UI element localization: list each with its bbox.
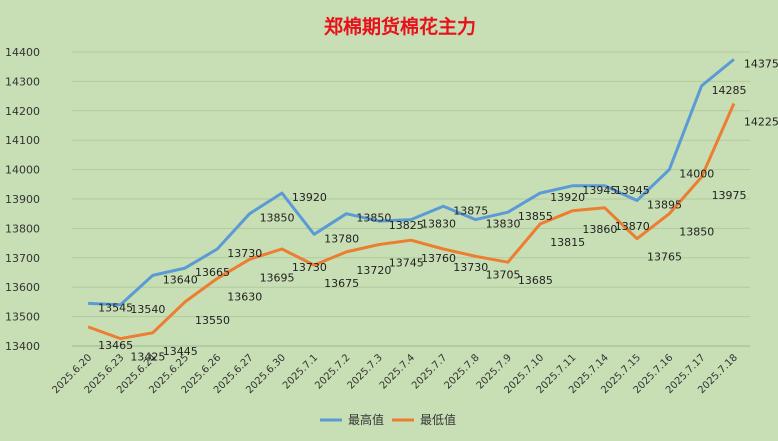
data-label: 13665 (195, 266, 230, 279)
data-label: 13445 (163, 345, 198, 358)
data-label: 13860 (582, 223, 617, 236)
legend: 最高值 最低值 (320, 412, 456, 427)
data-label: 14285 (712, 84, 747, 97)
data-label: 14000 (679, 168, 714, 181)
data-label: 13640 (163, 273, 198, 286)
data-label: 13850 (679, 226, 714, 239)
y-tick-label: 13800 (5, 222, 40, 235)
data-label: 13550 (195, 314, 230, 327)
data-label: 13765 (647, 251, 682, 264)
data-label: 13720 (356, 264, 391, 277)
data-label: 13945 (615, 184, 650, 197)
data-label: 13825 (389, 219, 424, 232)
data-label: 13675 (324, 277, 359, 290)
data-label: 13730 (453, 261, 488, 274)
data-label: 13895 (647, 198, 682, 211)
data-label: 13815 (550, 236, 585, 249)
series-lines (87, 58, 736, 341)
data-label: 13425 (130, 351, 165, 364)
data-label: 13745 (389, 257, 424, 270)
y-tick-label: 13600 (5, 281, 40, 294)
data-label: 14375 (744, 57, 778, 70)
y-tick-label: 13900 (5, 193, 40, 206)
y-axis: 13400 13500 13600 13700 13800 13900 14000 14100… (5, 46, 40, 353)
data-label: 13695 (260, 271, 295, 284)
data-label: 13855 (518, 210, 553, 223)
series-line-low (87, 102, 736, 341)
data-label: 13630 (227, 290, 262, 303)
data-label: 13830 (486, 218, 521, 231)
data-label: 13850 (356, 212, 391, 225)
data-label: 13850 (260, 212, 295, 225)
data-label: 13730 (292, 261, 327, 274)
chart-title: 郑棉期货棉花主力 (324, 15, 476, 38)
data-label: 13780 (324, 232, 359, 245)
y-tick-label: 14000 (5, 164, 40, 177)
data-label: 13685 (518, 274, 553, 287)
data-label: 14225 (744, 115, 778, 128)
data-label: 13975 (712, 189, 747, 202)
y-tick-label: 14300 (5, 75, 40, 88)
data-label: 13540 (130, 303, 165, 316)
data-label: 13465 (98, 339, 133, 352)
data-label: 13870 (615, 220, 650, 233)
data-label: 13920 (292, 191, 327, 204)
data-label: 13830 (421, 218, 456, 231)
data-label: 13945 (582, 184, 617, 197)
series-line-high (88, 58, 735, 307)
y-tick-label: 13400 (5, 340, 40, 353)
y-tick-label: 13700 (5, 252, 40, 265)
legend-label: 最低值 (420, 412, 456, 427)
data-label: 13545 (98, 301, 133, 314)
data-label: 13730 (227, 247, 262, 260)
data-label: 13875 (453, 204, 488, 217)
data-label: 13760 (421, 252, 456, 265)
y-tick-label: 14400 (5, 46, 40, 59)
y-tick-label: 13500 (5, 311, 40, 324)
legend-label: 最高值 (348, 412, 384, 427)
y-tick-label: 14100 (5, 134, 40, 147)
grid (72, 51, 750, 347)
y-tick-label: 14200 (5, 105, 40, 118)
data-label: 13920 (550, 191, 585, 204)
data-label: 13705 (486, 268, 521, 281)
